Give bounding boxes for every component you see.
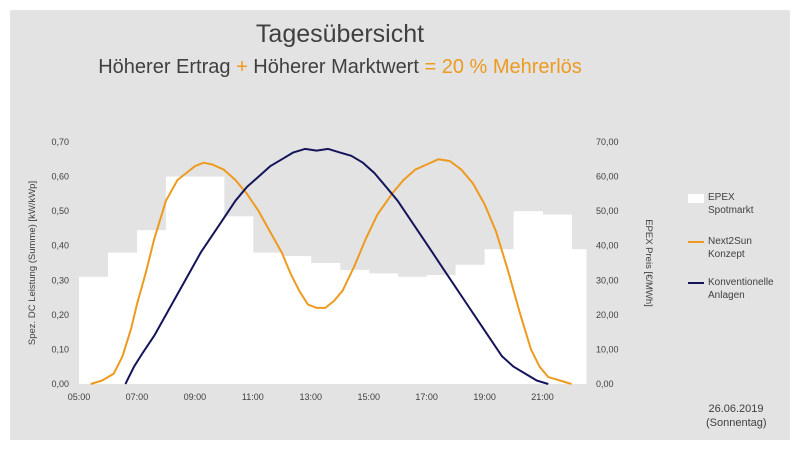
- legend-label-konventionell: Konventionelle Anlagen: [708, 276, 790, 302]
- y-axis-title-right: EPEX Preis [€/MWh]: [643, 219, 654, 307]
- legend-item-konventionell: Konventionelle Anlagen: [680, 274, 790, 314]
- epex-bar: [136, 230, 167, 384]
- tick-layer: 0,00 0,10 0,20 0,30 0,40 0,50 0,60 0,70 0,00 10,0…: [51, 137, 618, 402]
- y-tick-label-left: 0,40: [51, 241, 69, 251]
- date-label: 26.06.2019 (Sonnentag): [706, 402, 767, 430]
- x-tick-label: 05:00: [68, 392, 91, 402]
- y-tick-label-right: 0,00: [596, 379, 614, 389]
- y-tick-label-right: 60,00: [596, 172, 619, 182]
- series-line-next2sun: [90, 158, 572, 385]
- y-axis-title-left: Spez. DC Leistung (Summe) [kW/kWp]: [27, 181, 38, 345]
- x-tick-label: 21:00: [531, 392, 554, 402]
- legend-label-epex: EPEX Spotmarkt: [708, 191, 790, 217]
- x-tick-label: 13:00: [300, 392, 323, 402]
- legend-next2sun-line1: Next2Sun: [708, 236, 752, 247]
- y-tick-label-left: 0,60: [51, 172, 69, 182]
- epex-bar: [542, 214, 573, 384]
- epex-bar: [310, 263, 341, 384]
- legend-konv-line1: Konventionelle: [708, 277, 774, 288]
- y-tick-label-left: 0,70: [51, 137, 69, 147]
- legend-swatch-epex: [688, 194, 704, 203]
- epex-bar: [426, 275, 457, 384]
- epex-bar: [194, 176, 225, 384]
- legend-swatch-next2sun: [688, 241, 704, 243]
- epex-bar: [571, 249, 587, 384]
- legend-konv-line2: Anlagen: [708, 290, 745, 301]
- epex-bar: [252, 252, 283, 384]
- epex-bar: [397, 276, 428, 384]
- y-tick-label-right: 40,00: [596, 241, 619, 251]
- x-tick-label: 15:00: [357, 392, 380, 402]
- y-tick-label-right: 70,00: [596, 137, 619, 147]
- line-layer: [90, 147, 572, 385]
- epex-bar: [165, 176, 196, 384]
- epex-bar: [79, 276, 109, 384]
- legend-epex-line2: Spotmarkt: [708, 205, 754, 216]
- epex-bar: [368, 273, 399, 384]
- y-tick-label-left: 0,10: [51, 344, 69, 354]
- y-tick-label-right: 10,00: [596, 344, 619, 354]
- epex-bar: [339, 269, 370, 384]
- y-tick-label-left: 0,50: [51, 206, 69, 216]
- x-tick-label: 09:00: [184, 392, 207, 402]
- y-tick-label-left: 0,00: [51, 379, 69, 389]
- legend-epex-line1: EPEX: [708, 192, 735, 203]
- page-title: Tagesübersicht: [255, 20, 425, 48]
- legend-item-next2sun: Next2Sun Konzept: [680, 233, 790, 273]
- epex-area-layer: [79, 176, 587, 384]
- epex-bar: [281, 256, 312, 384]
- subtitle-part2: Höherer Marktwert: [247, 56, 425, 78]
- y-tick-label-left: 0,30: [51, 275, 69, 285]
- y-tick-label-right: 20,00: [596, 310, 619, 320]
- subtitle-part1: Höherer Ertrag: [98, 56, 237, 78]
- series-line-konventionell: [124, 147, 549, 385]
- subtitle-plus: +: [236, 56, 248, 78]
- legend-item-epex: EPEX Spotmarkt: [680, 190, 790, 230]
- y-tick-label-right: 50,00: [596, 206, 619, 216]
- subtitle: Höherer Ertrag + Höherer Marktwert = 20 …: [0, 56, 680, 79]
- legend-swatch-konventionell: [688, 282, 704, 284]
- x-tick-label: 11:00: [242, 392, 264, 402]
- epex-bar: [107, 252, 138, 384]
- y-tick-label-left: 0,20: [51, 310, 69, 320]
- x-tick-label: 17:00: [415, 392, 438, 402]
- epex-bar: [513, 211, 544, 384]
- x-tick-label: 19:00: [473, 392, 496, 402]
- x-tick-label: 07:00: [126, 392, 149, 402]
- subtitle-result: = 20 % Mehrerlös: [424, 56, 582, 78]
- legend-next2sun-line2: Konzept: [708, 249, 745, 260]
- date-line1: 26.06.2019: [708, 403, 764, 415]
- date-line2: (Sonnentag): [706, 417, 767, 429]
- legend-label-next2sun: Next2Sun Konzept: [708, 235, 790, 261]
- epex-bar: [223, 216, 254, 384]
- y-tick-label-right: 30,00: [596, 275, 619, 285]
